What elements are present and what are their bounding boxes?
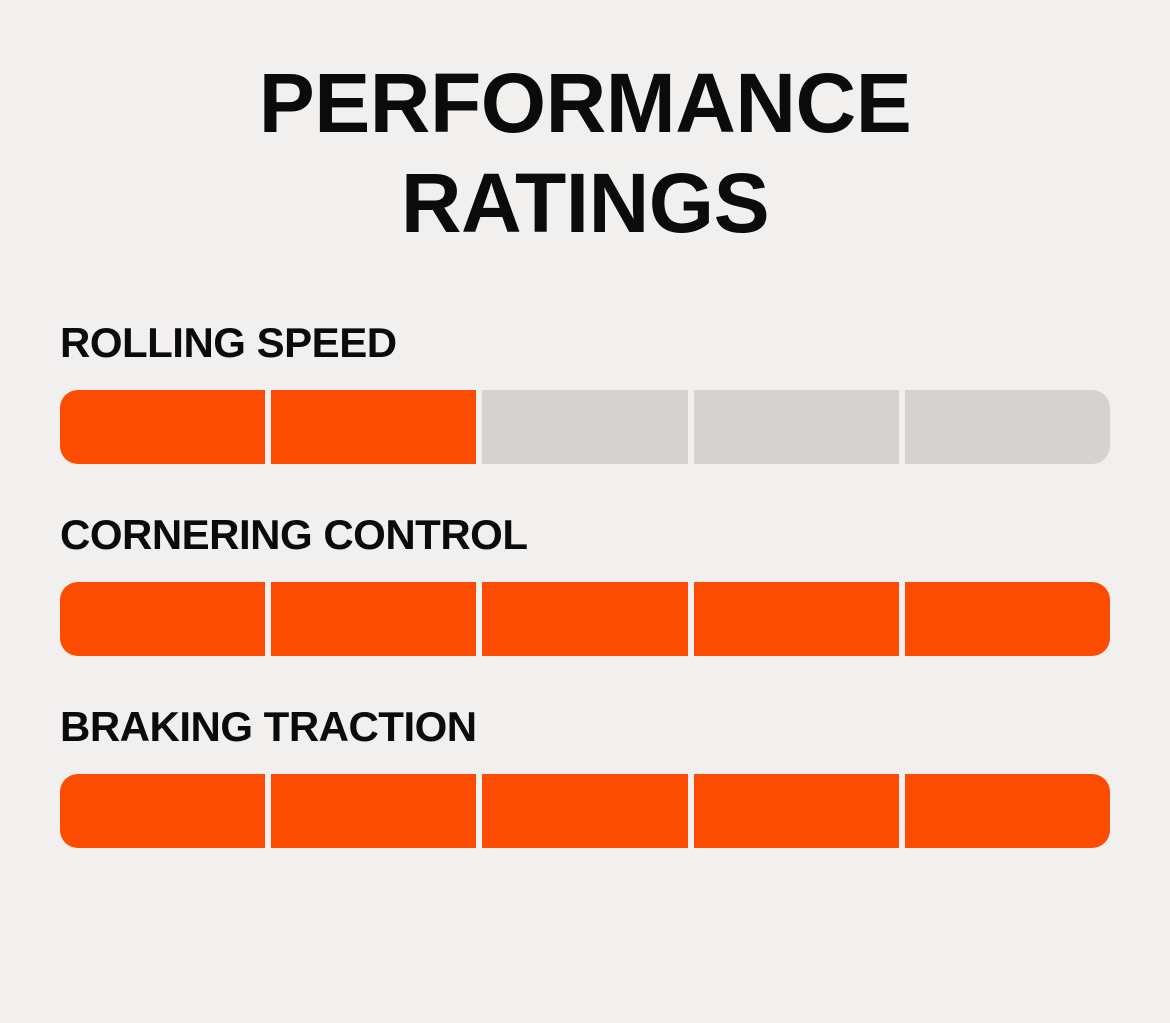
title-line-2: RATINGS xyxy=(400,156,770,250)
rating-segment-filled xyxy=(904,774,1111,848)
rating-segment-filled xyxy=(60,582,266,656)
rating-segment-filled xyxy=(271,390,477,464)
rating-segment-filled xyxy=(693,774,899,848)
rating-label: CORNERING CONTROL xyxy=(60,511,528,558)
rating-segment-empty xyxy=(904,390,1111,464)
rating-segment-filled xyxy=(482,582,688,656)
ratings-list: ROLLING SPEED CORNERING CONTROL BRAKING TR… xyxy=(60,319,1111,848)
rating-segment-filled xyxy=(60,390,266,464)
rating-section: ROLLING SPEED xyxy=(60,319,1111,464)
rating-segment-filled xyxy=(60,774,266,848)
rating-bar xyxy=(60,774,1111,848)
rating-label: ROLLING SPEED xyxy=(60,319,397,366)
rating-segment-filled xyxy=(904,582,1111,656)
page-title: PERFORMANCE RATINGS xyxy=(0,53,1170,253)
rating-segment-empty xyxy=(693,390,899,464)
rating-label: BRAKING TRACTION xyxy=(60,703,477,750)
rating-segment-filled xyxy=(271,582,477,656)
rating-segment-filled xyxy=(271,774,477,848)
rating-bar xyxy=(60,390,1111,464)
rating-segment-filled xyxy=(482,774,688,848)
performance-ratings-panel: PERFORMANCE RATINGS ROLLING SPEED CORNERIN… xyxy=(0,53,1170,848)
rating-segment-filled xyxy=(693,582,899,656)
title-line-1: PERFORMANCE xyxy=(258,56,912,150)
rating-segment-empty xyxy=(482,390,688,464)
rating-section: CORNERING CONTROL xyxy=(60,511,1111,656)
rating-bar xyxy=(60,582,1111,656)
rating-section: BRAKING TRACTION xyxy=(60,703,1111,848)
